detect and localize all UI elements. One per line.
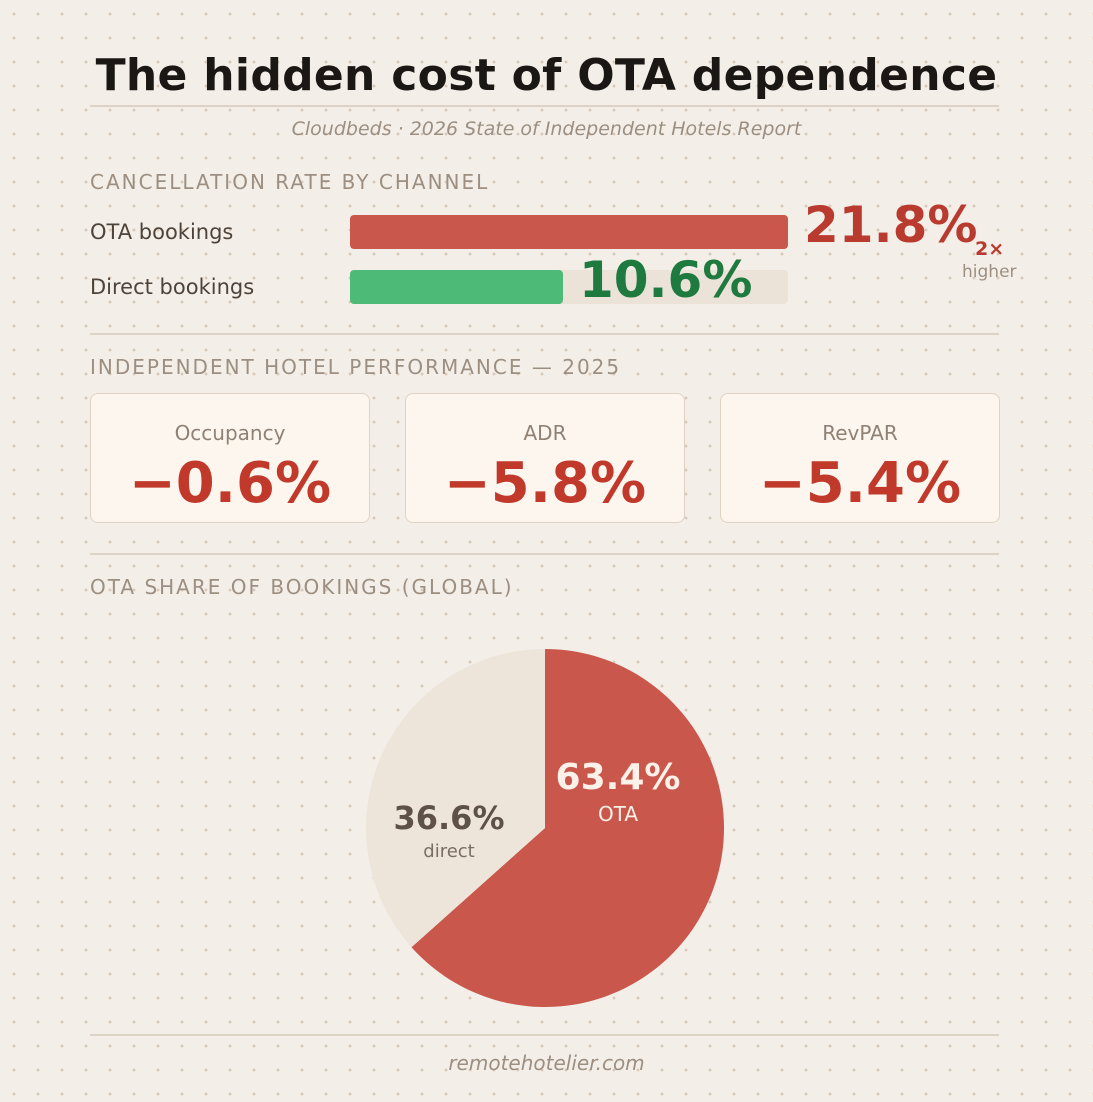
- ota-bar-track: [350, 215, 788, 249]
- page-subtitle: Cloudbeds · 2026 State of Independent Ho…: [291, 118, 802, 140]
- section-divider: [90, 553, 999, 555]
- section-divider: [90, 333, 999, 335]
- revpar-label: RevPAR: [822, 421, 898, 445]
- occupancy-card: Occupancy −0.6%: [90, 393, 370, 523]
- revpar-value: −5.4%: [758, 451, 962, 516]
- occupancy-value: −0.6%: [128, 451, 332, 516]
- multiplier-badge: 2×: [975, 238, 1005, 260]
- occupancy-label: Occupancy: [174, 421, 286, 445]
- direct-bar-value: 10.6%: [578, 251, 753, 309]
- share-heading: OTA SHARE OF BOOKINGS (GLOBAL): [90, 575, 514, 599]
- pie-label-ota: OTA: [598, 802, 638, 826]
- footer-divider: [90, 1034, 999, 1036]
- adr-card: ADR −5.8%: [405, 393, 685, 523]
- performance-heading: INDEPENDENT HOTEL PERFORMANCE — 2025: [90, 355, 622, 379]
- adr-label: ADR: [523, 421, 567, 445]
- direct-bar-track: [350, 270, 788, 304]
- ota-bar-label: OTA bookings: [90, 220, 234, 244]
- adr-value: −5.8%: [443, 451, 647, 516]
- pie-label-direct-value: 36.6%: [393, 799, 504, 837]
- pie-slice-ota: [411, 649, 724, 1007]
- ota-bar-value: 21.8%: [804, 196, 978, 254]
- direct-bar: [350, 270, 563, 304]
- cancellation-heading: CANCELLATION RATE BY CHANNEL: [90, 170, 490, 194]
- ota-bar: [350, 215, 788, 249]
- pie-slice-direct: [366, 649, 545, 948]
- revpar-card: RevPAR −5.4%: [720, 393, 1000, 523]
- title-divider: [90, 105, 999, 107]
- pie-label-direct: direct: [423, 841, 474, 862]
- multiplier-note: higher: [962, 262, 1017, 282]
- direct-bar-label: Direct bookings: [90, 275, 255, 299]
- footer-source: remotehotelier.com: [448, 1051, 645, 1075]
- pie-label-ota-value: 63.4%: [556, 757, 681, 798]
- page-title: The hidden cost of OTA dependence: [95, 50, 998, 101]
